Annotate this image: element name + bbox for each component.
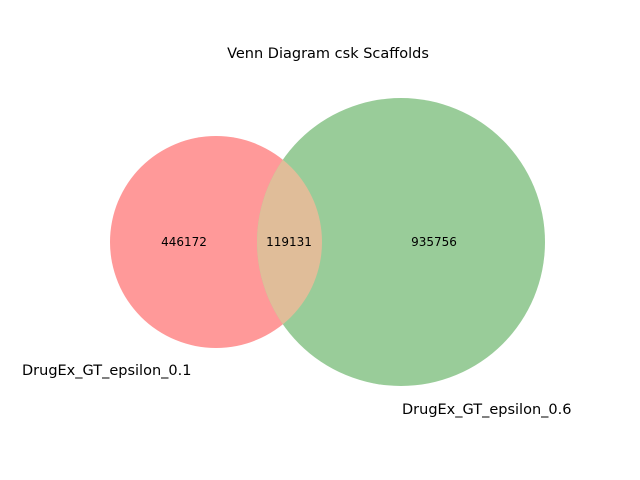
set-b-label: DrugEx_GT_epsilon_0.6 bbox=[402, 402, 571, 418]
set-b-only-count: 935756 bbox=[411, 235, 457, 249]
set-a-label: DrugEx_GT_epsilon_0.1 bbox=[22, 363, 191, 379]
chart-title: Venn Diagram csk Scaffolds bbox=[227, 46, 429, 62]
intersection-count: 119131 bbox=[266, 235, 312, 249]
set-a-only-count: 446172 bbox=[161, 235, 207, 249]
set-b-circle bbox=[257, 98, 545, 386]
